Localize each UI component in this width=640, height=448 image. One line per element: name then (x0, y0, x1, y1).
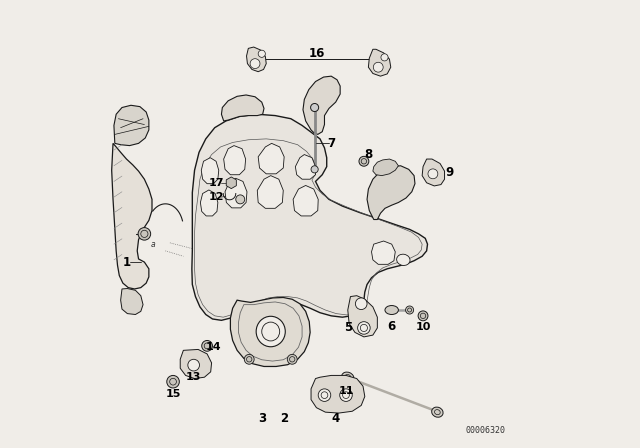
Polygon shape (258, 143, 284, 174)
Polygon shape (348, 296, 378, 337)
Text: 00006320: 00006320 (466, 426, 506, 435)
Text: 14: 14 (206, 342, 221, 352)
Ellipse shape (431, 407, 443, 417)
Polygon shape (120, 289, 143, 314)
Ellipse shape (244, 354, 254, 364)
Polygon shape (200, 190, 218, 216)
Text: 8: 8 (364, 148, 372, 161)
Text: 15: 15 (165, 389, 180, 399)
Ellipse shape (340, 389, 352, 401)
Ellipse shape (256, 316, 285, 347)
Ellipse shape (250, 59, 260, 69)
Polygon shape (373, 159, 398, 176)
Ellipse shape (406, 306, 413, 314)
Polygon shape (246, 47, 266, 72)
Ellipse shape (318, 389, 331, 401)
Text: a: a (151, 240, 156, 249)
Ellipse shape (381, 54, 388, 61)
Ellipse shape (418, 311, 428, 321)
Text: 5: 5 (344, 320, 352, 334)
Ellipse shape (202, 340, 212, 351)
Polygon shape (367, 166, 415, 220)
Text: 9: 9 (446, 166, 454, 179)
Polygon shape (192, 114, 428, 320)
Ellipse shape (355, 298, 367, 310)
Polygon shape (371, 241, 396, 264)
Text: 1: 1 (122, 255, 131, 269)
Polygon shape (303, 76, 340, 134)
Ellipse shape (287, 354, 297, 364)
Text: 4: 4 (332, 412, 340, 426)
Polygon shape (296, 155, 316, 179)
Polygon shape (230, 297, 310, 366)
Ellipse shape (167, 375, 179, 388)
Polygon shape (180, 349, 212, 379)
Polygon shape (201, 158, 219, 184)
Ellipse shape (342, 372, 354, 382)
Ellipse shape (310, 103, 319, 112)
Ellipse shape (397, 254, 410, 266)
Polygon shape (227, 177, 236, 189)
Text: 16: 16 (309, 47, 326, 60)
Text: 3: 3 (259, 412, 267, 426)
Ellipse shape (138, 228, 150, 240)
Text: 17: 17 (208, 178, 224, 188)
Ellipse shape (311, 166, 318, 173)
Polygon shape (257, 176, 284, 208)
Text: 7: 7 (327, 137, 335, 150)
Polygon shape (369, 49, 391, 76)
Polygon shape (225, 178, 247, 208)
Ellipse shape (373, 62, 383, 72)
Text: 12: 12 (208, 192, 224, 202)
Ellipse shape (358, 322, 370, 334)
Text: 13: 13 (186, 372, 202, 382)
Ellipse shape (428, 169, 438, 179)
Text: 10: 10 (415, 322, 431, 332)
Polygon shape (223, 146, 246, 175)
Polygon shape (221, 95, 264, 121)
Polygon shape (293, 185, 318, 216)
Ellipse shape (188, 359, 200, 371)
Ellipse shape (236, 195, 244, 204)
Text: 11: 11 (339, 386, 355, 396)
Polygon shape (422, 159, 445, 186)
Ellipse shape (258, 50, 266, 57)
Polygon shape (111, 143, 152, 289)
Text: 2: 2 (280, 412, 288, 426)
Polygon shape (311, 375, 365, 413)
Text: 6: 6 (388, 319, 396, 333)
Ellipse shape (385, 306, 398, 314)
Ellipse shape (359, 156, 369, 166)
Polygon shape (114, 105, 149, 146)
